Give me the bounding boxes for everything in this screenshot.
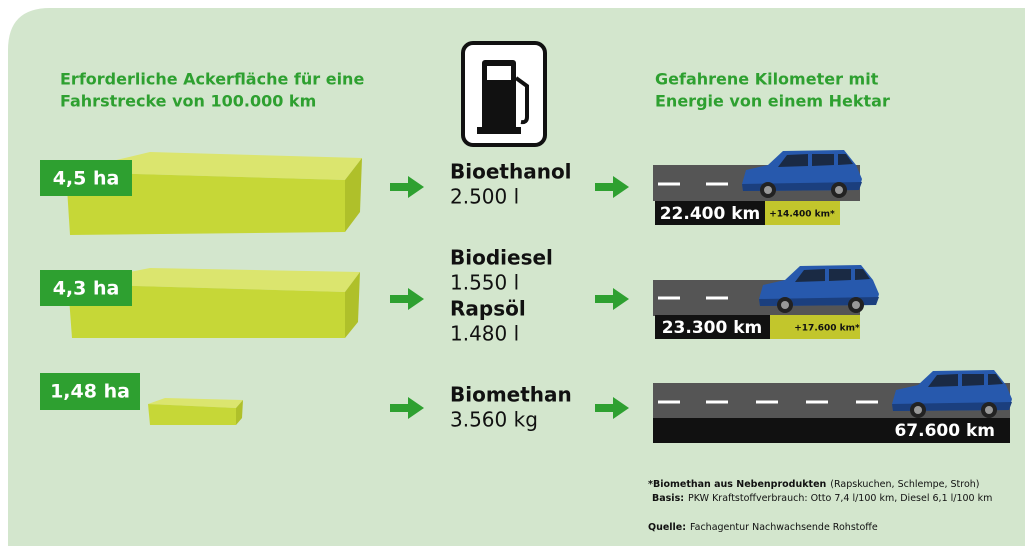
footnote: Quelle: Fachagentur Nachwachsende Rohstof…	[648, 522, 878, 533]
footnote: *Biomethan aus Nebenprodukten(Rapskuchen…	[648, 479, 980, 490]
fuel-name: Biodiesel	[450, 246, 553, 270]
footnote-text: Fachagentur Nachwachsende Rohstoffe	[690, 522, 878, 533]
right-heading: Gefahrene Kilometer mit	[655, 70, 879, 89]
fuel-name: Biomethan	[450, 383, 572, 407]
bonus: +14.400 km*	[769, 210, 835, 220]
area-label: 1,48 ha	[50, 381, 130, 403]
footnote-label: Basis:	[652, 493, 684, 504]
page: { "left_heading": ["Erforderliche Ackerf…	[0, 0, 1025, 546]
fuel-pump-icon	[463, 43, 545, 145]
fuel-name: Rapsöl	[450, 297, 526, 321]
distance: 23.300 km	[662, 318, 763, 338]
area-label: 4,3 ha	[53, 278, 120, 300]
left-heading: Erforderliche Ackerfläche für eine	[60, 70, 364, 89]
fuel-amount: 1.550 l	[450, 271, 519, 295]
field-block	[148, 398, 243, 425]
right-heading: Energie von einem Hektar	[655, 92, 890, 111]
footnote-text: PKW Kraftstoffverbrauch: Otto 7,4 l/100 …	[688, 493, 992, 504]
fuel-amount: 2.500 l	[450, 185, 519, 209]
fuel-name: Bioethanol	[450, 160, 572, 184]
left-heading: Fahrstrecke von 100.000 km	[60, 92, 316, 111]
distance: 67.600 km	[894, 421, 995, 441]
footnote-label: *Biomethan aus Nebenprodukten	[648, 479, 827, 490]
bonus: +17.600 km*	[794, 324, 860, 334]
fuel-amount: 1.480 l	[450, 322, 519, 346]
infographic: Erforderliche Ackerfläche für eine Fahrs…	[0, 0, 1025, 546]
distance: 22.400 km	[660, 204, 761, 224]
footnote-label: Quelle:	[648, 522, 686, 533]
fuel-amount: 3.560 kg	[450, 408, 538, 432]
area-label: 4,5 ha	[53, 168, 120, 190]
footnote-text: (Rapskuchen, Schlempe, Stroh)	[830, 479, 979, 490]
footnote: Basis: PKW Kraftstoffverbrauch: Otto 7,4 …	[652, 493, 992, 504]
